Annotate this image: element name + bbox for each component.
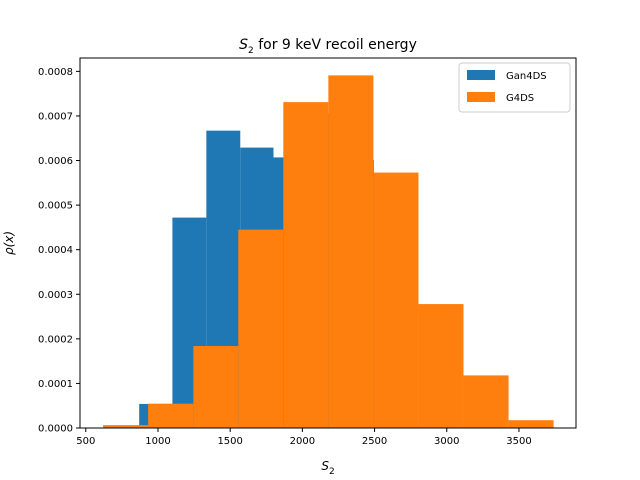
bar-g4ds-7	[418, 304, 464, 428]
bar-g4ds-5	[328, 75, 374, 428]
y-axis-label: ρ(x)	[2, 231, 16, 255]
bar-g4ds-3	[238, 229, 284, 428]
x-tick-label-2: 1500	[217, 436, 242, 447]
bar-g4ds-8	[463, 375, 509, 428]
x-tick-label-5: 3000	[434, 436, 459, 447]
x-tick-label-3: 2000	[290, 436, 315, 447]
y-tick-label-8: 0.0008	[38, 67, 73, 78]
bar-g4ds-4	[283, 102, 329, 428]
x-axis-label: S2	[321, 459, 334, 477]
legend-swatch-gan4ds	[467, 70, 495, 80]
y-tick-label-1: 0.0001	[38, 379, 73, 390]
x-tick-label-1: 1000	[145, 436, 170, 447]
legend-label-gan4ds: Gan4DS	[506, 71, 547, 82]
bars-layer	[103, 75, 554, 428]
chart-title: S2 for 9 keV recoil energy	[239, 37, 417, 56]
y-tick-label-6: 0.0006	[38, 156, 73, 167]
x-tick-label-0: 500	[76, 436, 95, 447]
legend-swatch-g4ds	[467, 92, 495, 102]
bar-g4ds-0	[103, 425, 149, 428]
plot-frame	[79, 57, 577, 429]
bar-g4ds-6	[373, 172, 419, 428]
y-tick-label-4: 0.0004	[38, 245, 73, 256]
x-tick-label-6: 3500	[506, 436, 531, 447]
y-axis-ticks: 0.0000 0.0001 0.0002 0.0003 0.0004 0.0005 0.00…	[38, 67, 80, 435]
y-tick-label-0: 0.0000	[38, 424, 73, 435]
x-tick-label-4: 2500	[362, 436, 387, 447]
legend-label-g4ds: G4DS	[506, 93, 534, 104]
x-axis-ticks: 500 1000 1500 2000 2500 3000 3500	[76, 428, 532, 447]
y-tick-label-2: 0.0002	[38, 334, 73, 345]
bar-g4ds-1	[148, 403, 194, 428]
bar-g4ds-9	[508, 420, 554, 428]
y-tick-label-7: 0.0007	[38, 111, 73, 122]
y-tick-label-3: 0.0003	[38, 290, 73, 301]
bar-g4ds-2	[193, 345, 239, 428]
y-tick-label-5: 0.0005	[38, 201, 73, 212]
legend: Gan4DS G4DS	[458, 62, 571, 113]
